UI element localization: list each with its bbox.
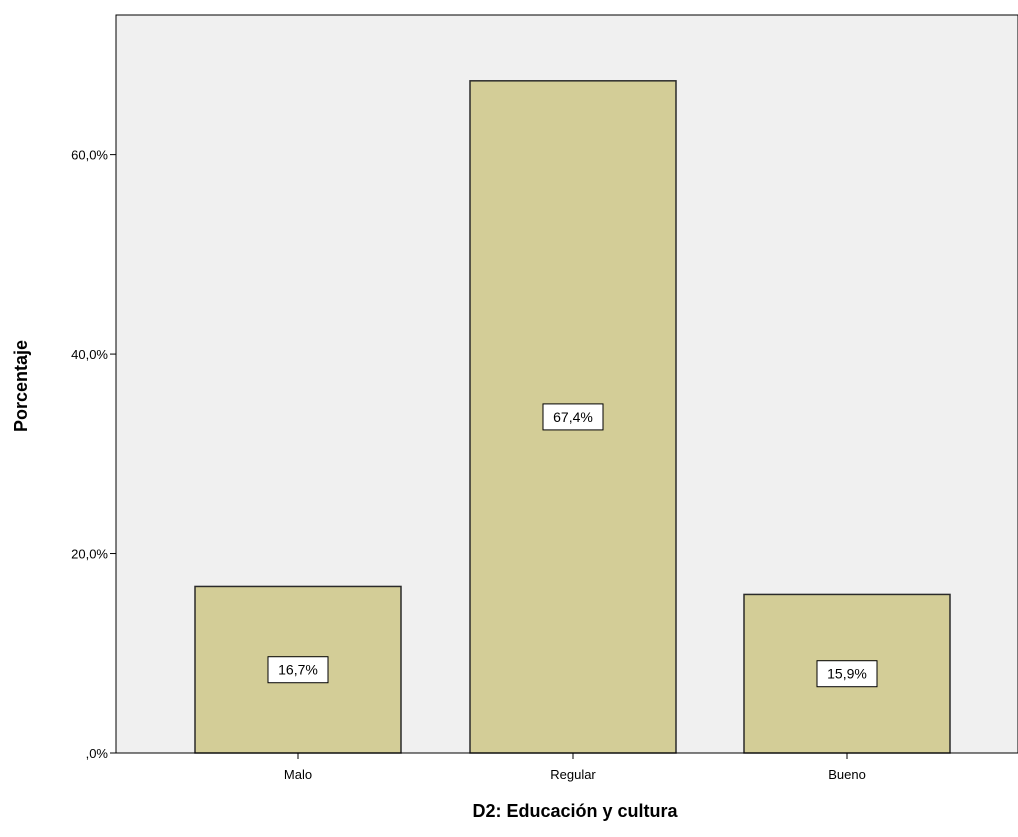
y-tick-label: 20,0%	[71, 547, 108, 562]
y-tick-label: ,0%	[86, 746, 109, 761]
data-label: 67,4%	[553, 409, 593, 425]
x-axis-title: D2: Educación y cultura	[472, 801, 678, 821]
y-axis-ticks: ,0% 20,0% 40,0% 60,0%	[71, 148, 116, 761]
y-tick-label: 60,0%	[71, 148, 108, 163]
x-axis-ticks: Malo Regular Bueno	[284, 753, 866, 782]
x-tick-label: Regular	[550, 767, 596, 782]
y-tick-label: 40,0%	[71, 347, 108, 362]
data-label-box	[267, 656, 329, 684]
data-label-box	[542, 403, 604, 431]
data-label-box	[816, 660, 878, 688]
data-labels: 16,7% 67,4% 15,9%	[267, 403, 878, 688]
data-label: 15,9%	[827, 666, 867, 682]
x-tick-label: Malo	[284, 767, 312, 782]
x-tick-label: Bueno	[828, 767, 866, 782]
y-axis-title: Porcentaje	[11, 340, 31, 432]
data-label: 16,7%	[278, 662, 318, 678]
